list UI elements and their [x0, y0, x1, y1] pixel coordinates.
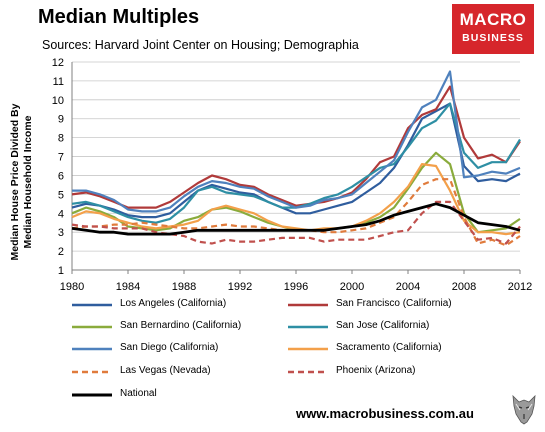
y-tick-label: 2 — [58, 246, 64, 258]
x-tick-label: 1980 — [60, 281, 84, 293]
chart-subtitle: Sources: Harvard Joint Center on Housing… — [42, 38, 359, 52]
y-tick-label: 10 — [52, 95, 64, 107]
y-tick-label: 11 — [53, 76, 64, 88]
y-tick-label: 12 — [52, 57, 64, 69]
x-tick-label: 1984 — [116, 281, 140, 293]
x-tick-label: 2008 — [452, 281, 476, 293]
logo-line2: BUSINESS — [462, 32, 524, 44]
legend-swatch — [72, 370, 112, 374]
legend-label: Las Vegas (Nevada) — [120, 365, 211, 376]
x-tick-label: 1996 — [284, 281, 308, 293]
wolf-logo-icon — [512, 394, 536, 425]
legend-label: Phoenix (Arizona) — [336, 365, 416, 376]
legend-swatch — [288, 370, 328, 374]
brand-logo: MACRO BUSINESS — [452, 4, 534, 54]
legend-label: San Francisco (California) — [336, 298, 452, 309]
legend-swatch — [288, 303, 328, 307]
x-tick-label: 1992 — [228, 281, 252, 293]
x-tick-label: 2012 — [508, 281, 532, 293]
y-tick-label: 9 — [58, 114, 64, 126]
series-line-8 — [71, 202, 521, 236]
x-tick-label: 2000 — [340, 281, 364, 293]
footer-url: www.macrobusiness.com.au — [296, 406, 474, 421]
x-tick-label: 1988 — [172, 281, 196, 293]
legend-swatch — [72, 303, 112, 307]
legend-label: San Diego (California) — [120, 342, 219, 353]
y-tick-label: 5 — [58, 189, 64, 201]
series-line-1 — [71, 85, 521, 209]
chart-title: Median Multiples — [38, 6, 200, 28]
legend-swatch — [72, 325, 112, 329]
legend-label: San Jose (California) — [336, 320, 430, 331]
legend-swatch — [288, 347, 328, 351]
series-line-5 — [71, 163, 521, 236]
y-tick-label: 8 — [58, 133, 64, 145]
y-tick-label: 6 — [58, 170, 64, 182]
legend-label: San Bernardino (California) — [120, 320, 242, 331]
legend-swatch — [72, 347, 112, 351]
y-tick-label: 4 — [58, 208, 64, 220]
legend-swatch — [72, 393, 112, 397]
logo-line1: MACRO — [459, 10, 527, 29]
legend-label: National — [120, 388, 157, 399]
legend-label: Los Angeles (California) — [120, 298, 227, 309]
series-line-7 — [71, 200, 521, 245]
series-line-4 — [72, 70, 521, 213]
y-tick-label: 3 — [58, 227, 64, 239]
legend-label: Sacramento (California) — [336, 342, 442, 353]
legend-swatch — [288, 325, 328, 329]
x-tick-label: 2004 — [396, 281, 420, 293]
y-tick-label: 7 — [58, 152, 64, 164]
y-tick-label: 1 — [58, 265, 64, 277]
series-line-0 — [71, 102, 521, 219]
